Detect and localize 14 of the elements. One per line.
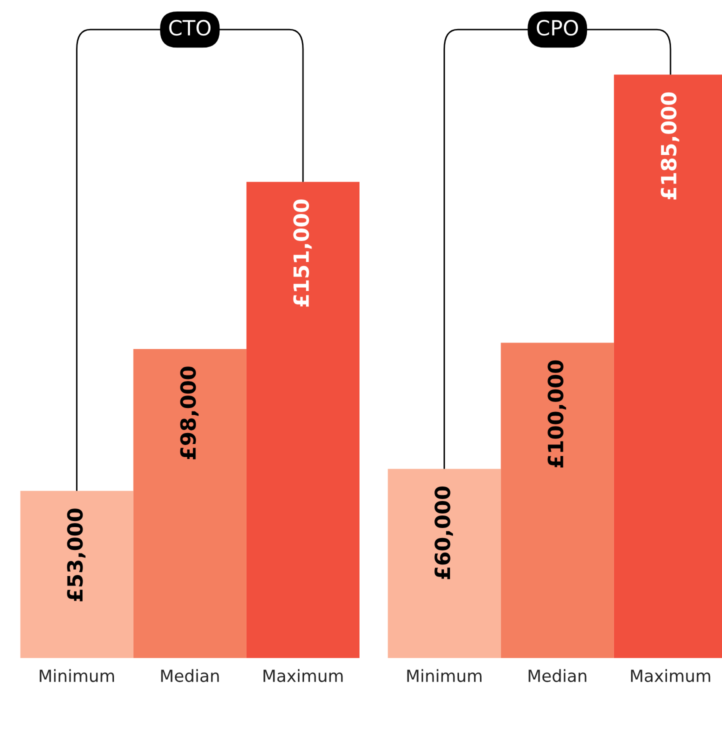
data-label: £60,000	[434, 486, 453, 580]
x-tick-label: Median	[161, 669, 219, 682]
x-tick-label: Maximum	[264, 669, 343, 682]
data-label: £53,000	[67, 508, 86, 602]
x-tick-label: Minimum	[407, 669, 482, 682]
data-label: £151,000	[293, 200, 312, 307]
data-label: £185,000	[660, 92, 680, 200]
data-label: £100,000	[548, 360, 566, 468]
chart-title: CPO	[536, 20, 578, 36]
chart-title: CTO	[169, 20, 211, 36]
x-tick-label: Median	[528, 669, 586, 682]
x-tick-label: Minimum	[40, 669, 114, 682]
x-tick-label: Maximum	[631, 669, 710, 682]
data-label: £98,000	[180, 366, 199, 460]
